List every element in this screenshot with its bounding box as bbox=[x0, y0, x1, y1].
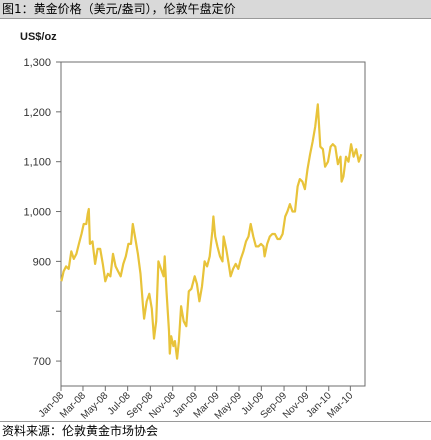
plot-frame bbox=[60, 61, 366, 387]
y-tick-label: 700 bbox=[33, 356, 51, 368]
figure-title: 图1：黄金价格（美元/盎司），伦敦午盘定价 bbox=[0, 0, 431, 19]
y-axis-ticks: 700 900 1,000 1,100 1,200 1,300 bbox=[23, 57, 61, 368]
y-tick-label: 1,100 bbox=[23, 157, 51, 169]
y-tick-label: 1,000 bbox=[23, 207, 51, 219]
series-line-gold-price bbox=[60, 103, 363, 360]
chart-area: US$/oz 700 900 1,000 1,100 1,200 1,300 Jan-08… bbox=[0, 20, 431, 422]
y-tick-label: 900 bbox=[33, 256, 51, 268]
y-axis-label: US$/oz bbox=[20, 31, 57, 43]
x-axis-ticks: Jan-08Mar-08May-08Jul-08Sep-08Nov-08Jan-… bbox=[37, 386, 356, 422]
gold-price-line-chart: US$/oz 700 900 1,000 1,100 1,200 1,300 Jan-08… bbox=[20, 31, 366, 422]
source-note: 资料来源：伦敦黄金市场协会 bbox=[2, 424, 159, 438]
y-tick-label: 1,200 bbox=[23, 107, 51, 119]
y-tick-label: 1,300 bbox=[23, 57, 51, 69]
